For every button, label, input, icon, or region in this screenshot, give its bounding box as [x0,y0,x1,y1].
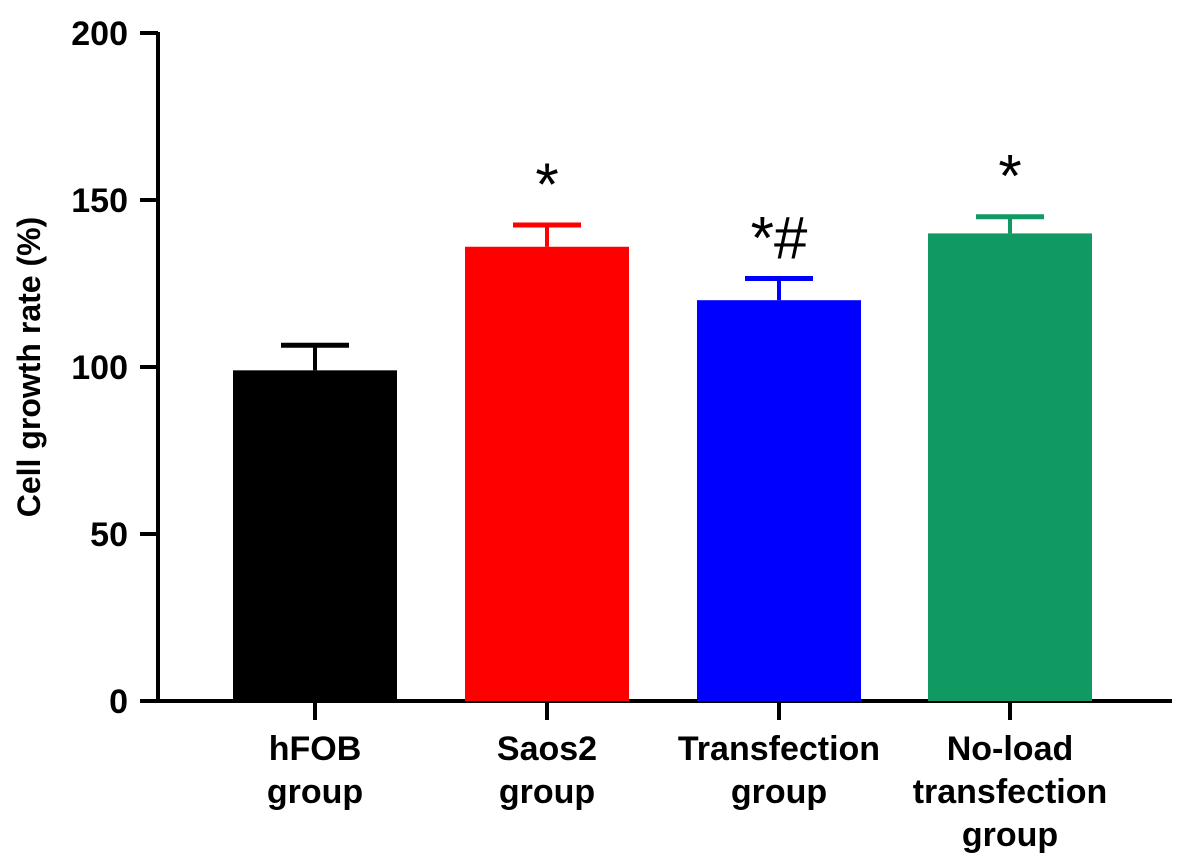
y-tick-label: 50 [90,516,128,554]
y-tick-label: 150 [71,182,128,220]
bars: * *# * [233,143,1092,701]
bar [465,246,629,701]
significance-marker: * [535,151,558,218]
y-axis-label: Cell growth rate (%) [11,217,47,517]
x-ticks: hFOB group Saos2 group Transfection group No-l… [267,701,1107,854]
bar [233,370,397,701]
x-tick-label: Saos2 [497,730,597,768]
x-tick-label: No-load [947,730,1074,768]
y-ticks: 0 50 100 150 200 [71,15,158,721]
x-tick-label: hFOB [269,730,362,768]
y-tick-label: 0 [109,683,128,721]
x-tick-label: Transfection [678,730,880,768]
y-tick-label: 100 [71,349,128,387]
x-tick-label: group [499,773,595,811]
x-tick-label: group [962,816,1058,854]
bar [928,233,1092,701]
x-tick-label: transfection [913,773,1108,811]
bar [697,300,861,701]
significance-marker: *# [751,204,808,271]
significance-marker: * [998,143,1021,210]
x-tick-label: group [731,773,827,811]
y-tick-label: 200 [71,15,128,53]
x-tick-label: group [267,773,363,811]
